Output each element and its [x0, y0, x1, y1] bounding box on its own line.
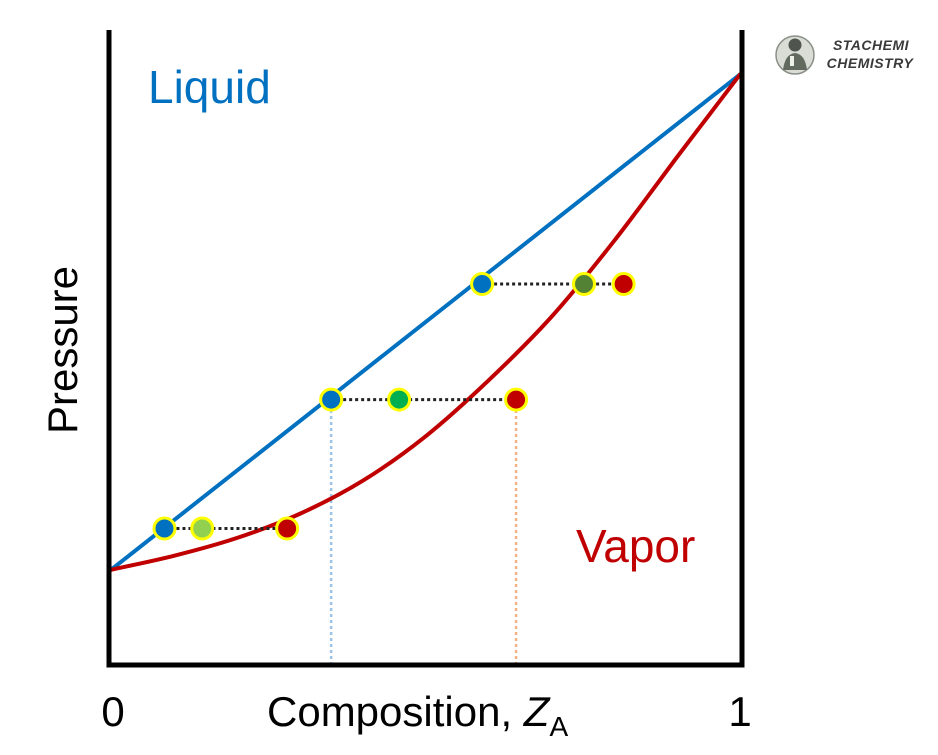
brand-logo: STACHEMI CHEMISTRY: [775, 35, 915, 75]
mixture-state-marker-1: [190, 516, 215, 541]
mixture-state-marker-3: [572, 272, 597, 296]
vapor-region-label: Vapor: [576, 520, 695, 572]
x-axis-label-main: Composition,: [267, 688, 524, 735]
vapor-state-marker-2: [504, 387, 529, 412]
mixture-state-marker-2: [387, 387, 412, 412]
x-axis-label: Composition, ZA: [267, 688, 568, 742]
liquid-state-marker-2: [319, 387, 344, 412]
scientist-portrait-logo-icon: [775, 35, 815, 75]
brand-name-line2: CHEMISTRY: [827, 55, 915, 71]
x-axis-label-subscript: A: [549, 711, 568, 742]
guide-lines: [329, 399, 518, 665]
phase-curves: [109, 72, 742, 572]
liquid-state-marker-3: [470, 272, 495, 296]
x-axis-min-label: 0: [101, 688, 124, 735]
tie-lines: [164, 282, 624, 530]
liquid-region-label: Liquid: [148, 61, 271, 113]
axes: [106, 30, 745, 668]
x-axis-label-variable: Z: [523, 688, 551, 735]
vapor-phase-curve: [109, 72, 742, 572]
vapor-state-marker-3: [611, 272, 636, 296]
vapor-state-marker-1: [275, 516, 300, 541]
brand-name-line1: STACHEMI: [833, 37, 910, 53]
state-markers: [152, 272, 636, 541]
y-axis-label: Pressure: [39, 266, 86, 434]
x-axis-max-label: 1: [728, 688, 751, 735]
liquid-phase-curve: [109, 72, 742, 572]
liquid-state-marker-1: [152, 516, 177, 541]
